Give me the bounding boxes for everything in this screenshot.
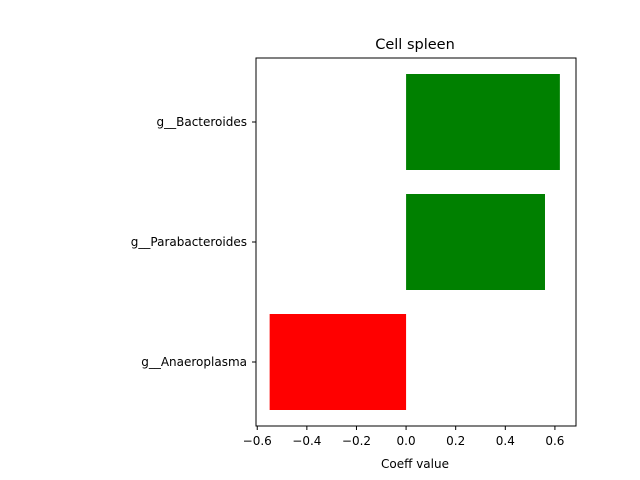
bar-g-anaeroplasma	[269, 314, 407, 410]
bars-layer	[269, 74, 560, 410]
y-tick-label: g__Anaeroplasma	[141, 355, 247, 369]
x-tick-label: 0.0	[397, 434, 416, 448]
bar-g-parabacteroides	[406, 194, 545, 290]
x-axis-label: Coeff value	[381, 457, 449, 471]
x-tick-label: −0.2	[342, 434, 371, 448]
bar-g-bacteroides	[406, 74, 560, 170]
x-tick-label: 0.6	[545, 434, 564, 448]
chart-title: Cell spleen	[375, 37, 455, 53]
x-axis: −0.6 −0.4 −0.2 0.0 0.2 0.4 0.6	[243, 426, 564, 448]
x-tick-label: −0.4	[292, 434, 321, 448]
x-tick-label: 0.2	[446, 434, 465, 448]
x-tick-label: −0.6	[243, 434, 272, 448]
y-tick-label: g__Parabacteroides	[131, 235, 247, 249]
x-tick-label: 0.4	[496, 434, 515, 448]
y-axis: g__Bacteroides g__Parabacteroides g__Anaer…	[131, 115, 256, 369]
y-tick-label: g__Bacteroides	[157, 115, 248, 129]
